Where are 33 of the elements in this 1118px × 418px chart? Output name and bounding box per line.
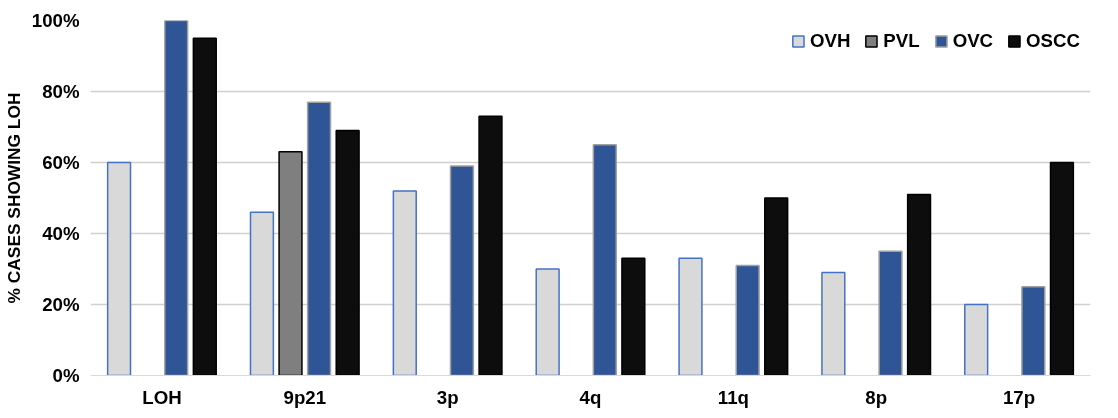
- x-tick-label: 4q: [579, 386, 602, 408]
- legend-label: OSCC: [1026, 30, 1080, 52]
- bar: [306, 101, 332, 376]
- legend-label: OVC: [952, 30, 994, 52]
- bar: [192, 37, 217, 376]
- y-tick-label: 0%: [52, 365, 80, 386]
- bar: [449, 165, 475, 376]
- x-tick-label: 11q: [717, 386, 749, 408]
- bar: [478, 115, 503, 376]
- x-tick-label: LOH: [142, 386, 182, 408]
- y-tick-label: 40%: [42, 223, 80, 244]
- x-tick-label: 9p21: [283, 386, 327, 408]
- bar: [278, 151, 303, 376]
- bar: [621, 257, 646, 376]
- bar: [592, 144, 617, 376]
- bar: [878, 250, 903, 376]
- bar: [906, 193, 932, 376]
- x-tick-label: 8p: [865, 386, 888, 408]
- y-tick-label: 100%: [31, 10, 80, 31]
- y-tick-label: 20%: [42, 294, 80, 315]
- legend-label: PVL: [883, 30, 920, 52]
- bar: [1021, 286, 1046, 376]
- x-tick-label: 17p: [1003, 386, 1036, 408]
- bar: [735, 264, 760, 376]
- bar: [335, 129, 360, 376]
- y-tick-label: 60%: [42, 152, 80, 173]
- legend-label: OVH: [809, 30, 851, 52]
- bar: [1049, 161, 1075, 376]
- x-tick-label: 3p: [436, 386, 459, 408]
- y-tick-label: 80%: [42, 81, 80, 102]
- bar: [764, 197, 789, 376]
- bar: [164, 20, 189, 376]
- y-axis-title: % CASES SHOWING LOH: [3, 92, 24, 304]
